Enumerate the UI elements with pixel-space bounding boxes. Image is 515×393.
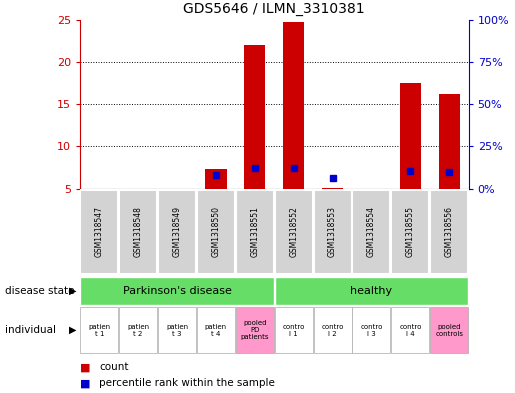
Bar (391, 189, 430, 274)
Text: Parkinson's disease: Parkinson's disease (123, 286, 231, 296)
Text: GSM1318553: GSM1318553 (328, 206, 337, 257)
Bar (80, 189, 118, 274)
Bar (158, 189, 196, 274)
Bar (158, 307, 196, 353)
Text: contro
l 3: contro l 3 (360, 323, 383, 337)
Text: patien
t 4: patien t 4 (205, 323, 227, 337)
Bar (80, 307, 118, 353)
Text: GSM1318549: GSM1318549 (173, 206, 181, 257)
Bar (352, 307, 390, 353)
Text: GSM1318550: GSM1318550 (212, 206, 220, 257)
Text: patien
t 2: patien t 2 (127, 323, 149, 337)
Bar (119, 307, 157, 353)
Text: patien
t 1: patien t 1 (88, 323, 110, 337)
Bar (274, 277, 468, 305)
Text: contro
l 2: contro l 2 (321, 323, 344, 337)
Text: ▶: ▶ (68, 286, 76, 296)
Bar (244, 45, 266, 189)
Text: pooled
controls: pooled controls (435, 323, 463, 337)
Bar (197, 189, 235, 274)
Text: ■: ■ (80, 378, 90, 388)
Bar (322, 188, 344, 189)
Text: GSM1318551: GSM1318551 (250, 206, 259, 257)
Text: pooled
PD
patients: pooled PD patients (241, 320, 269, 340)
Bar (197, 307, 235, 353)
Bar (119, 189, 157, 274)
Text: GSM1318552: GSM1318552 (289, 206, 298, 257)
Bar (80, 277, 274, 305)
Bar (236, 307, 274, 353)
Text: ▶: ▶ (68, 325, 76, 335)
Bar (283, 22, 304, 189)
Text: healthy: healthy (350, 286, 392, 296)
Bar (314, 189, 352, 274)
Bar (314, 307, 352, 353)
Text: GSM1318554: GSM1318554 (367, 206, 376, 257)
Text: disease state: disease state (5, 286, 75, 296)
Bar (391, 307, 430, 353)
Text: GSM1318547: GSM1318547 (95, 206, 104, 257)
Text: GSM1318548: GSM1318548 (134, 206, 143, 257)
Bar (274, 189, 313, 274)
Bar (352, 189, 390, 274)
Bar (236, 189, 274, 274)
Text: percentile rank within the sample: percentile rank within the sample (99, 378, 276, 388)
Text: individual: individual (5, 325, 56, 335)
Text: GSM1318555: GSM1318555 (406, 206, 415, 257)
Text: contro
l 1: contro l 1 (283, 323, 305, 337)
Bar (430, 189, 468, 274)
Title: GDS5646 / ILMN_3310381: GDS5646 / ILMN_3310381 (183, 2, 365, 16)
Text: GSM1318556: GSM1318556 (445, 206, 454, 257)
Text: contro
l 4: contro l 4 (399, 323, 421, 337)
Text: patien
t 3: patien t 3 (166, 323, 188, 337)
Text: count: count (99, 362, 129, 373)
Bar (400, 83, 421, 189)
Bar (205, 169, 227, 189)
Bar (274, 307, 313, 353)
Bar (438, 94, 460, 189)
Bar (430, 307, 468, 353)
Text: ■: ■ (80, 362, 90, 373)
